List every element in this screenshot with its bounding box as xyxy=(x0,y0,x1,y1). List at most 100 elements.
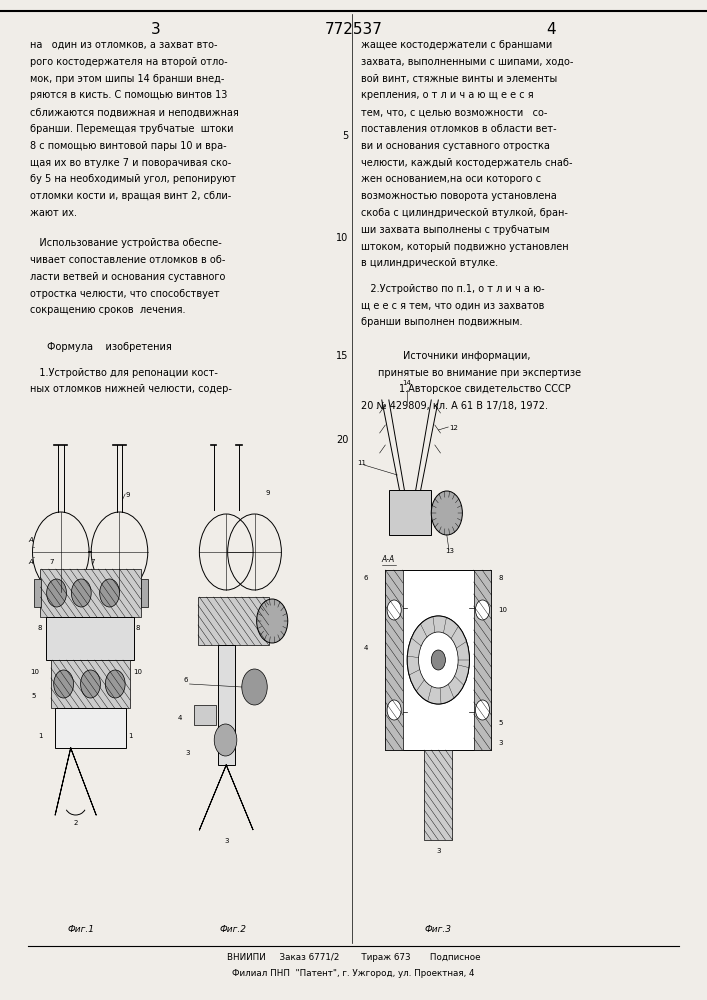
Text: 2.Устройство по п.1, о т л и ч а ю-: 2.Устройство по п.1, о т л и ч а ю- xyxy=(361,284,544,294)
Text: 1.Устройство для репонации кост-: 1.Устройство для репонации кост- xyxy=(30,368,218,378)
Text: 13: 13 xyxy=(445,548,455,554)
Text: штоком, который подвижно установлен: штоком, который подвижно установлен xyxy=(361,242,568,252)
Text: жен основанием,на оси которого с: жен основанием,на оси которого с xyxy=(361,174,541,184)
Text: Формула    изобретения: Формула изобретения xyxy=(47,342,172,352)
Text: 5: 5 xyxy=(31,693,35,699)
Text: ряются в кисть. С помощью винтов 13: ряются в кисть. С помощью винтов 13 xyxy=(30,90,227,100)
Text: 9: 9 xyxy=(126,492,130,498)
Bar xyxy=(40,569,141,617)
Bar xyxy=(46,617,134,660)
Text: 10: 10 xyxy=(133,669,142,675)
Text: 4: 4 xyxy=(178,715,182,721)
Bar xyxy=(51,660,130,708)
Text: ВНИИПИ     Заказ 6771/2        Тираж 673       Подписное: ВНИИПИ Заказ 6771/2 Тираж 673 Подписное xyxy=(227,953,480,962)
Text: ви и основания суставного отростка: ви и основания суставного отростка xyxy=(361,141,549,151)
Text: Фиг.2: Фиг.2 xyxy=(220,925,247,934)
Circle shape xyxy=(105,670,125,698)
Bar xyxy=(194,705,216,725)
Text: поставления отломков в области вет-: поставления отломков в области вет- xyxy=(361,124,556,134)
Text: сокращению сроков  лечения.: сокращению сроков лечения. xyxy=(30,305,185,315)
Text: сближаются подвижная и неподвижная: сближаются подвижная и неподвижная xyxy=(30,107,238,117)
Text: A-A: A-A xyxy=(382,555,395,564)
Bar xyxy=(389,490,431,535)
Text: рого костодержателя на второй отло-: рого костодержателя на второй отло- xyxy=(30,57,228,67)
Text: 3: 3 xyxy=(498,740,503,746)
Text: 14: 14 xyxy=(402,380,411,386)
Bar xyxy=(385,570,403,750)
Text: принятые во внимание при экспертизе: принятые во внимание при экспертизе xyxy=(378,368,581,378)
Text: крепления, о т л и ч а ю щ е е с я: крепления, о т л и ч а ю щ е е с я xyxy=(361,90,533,100)
Text: бранши. Перемещая трубчатые  штоки: бранши. Перемещая трубчатые штоки xyxy=(30,124,233,134)
Text: 10: 10 xyxy=(30,669,39,675)
Bar xyxy=(55,708,126,748)
Text: Фиг.3: Фиг.3 xyxy=(425,925,452,934)
Circle shape xyxy=(475,700,489,720)
Text: щ е е с я тем, что один из захватов: щ е е с я тем, что один из захватов xyxy=(361,300,544,310)
Text: отломки кости и, вращая винт 2, сбли-: отломки кости и, вращая винт 2, сбли- xyxy=(30,191,231,201)
Text: 10: 10 xyxy=(498,607,508,613)
Text: бу 5 на необходимый угол, репонируют: бу 5 на необходимый угол, репонируют xyxy=(30,174,235,184)
Bar xyxy=(198,597,269,645)
Circle shape xyxy=(242,669,267,705)
Circle shape xyxy=(100,579,119,607)
Text: возможностью поворота установлена: возможностью поворота установлена xyxy=(361,191,556,201)
Text: 1: 1 xyxy=(38,733,42,739)
Text: 4: 4 xyxy=(363,645,368,651)
Text: 9: 9 xyxy=(265,490,269,496)
Circle shape xyxy=(407,616,469,704)
Text: захвата, выполненными с шипами, ходо-: захвата, выполненными с шипами, ходо- xyxy=(361,57,573,67)
Text: бранши выполнен подвижным.: бранши выполнен подвижным. xyxy=(361,317,522,327)
Text: тем, что, с целью возможности   со-: тем, что, с целью возможности со- xyxy=(361,107,547,117)
Text: щая их во втулке 7 и поворачивая ско-: щая их во втулке 7 и поворачивая ско- xyxy=(30,158,231,168)
Text: 8: 8 xyxy=(498,575,503,581)
Circle shape xyxy=(54,670,74,698)
Text: A: A xyxy=(28,559,33,565)
Text: 15: 15 xyxy=(336,351,349,361)
Text: Фиг.1: Фиг.1 xyxy=(68,925,95,934)
Bar xyxy=(474,570,491,750)
Circle shape xyxy=(257,599,288,643)
Text: 5: 5 xyxy=(342,131,349,141)
Bar xyxy=(34,579,41,607)
Circle shape xyxy=(419,632,458,688)
Text: 5: 5 xyxy=(498,720,503,726)
Text: 12: 12 xyxy=(449,425,458,431)
Text: на   один из отломков, а захват вто-: на один из отломков, а захват вто- xyxy=(30,40,217,50)
Bar xyxy=(141,579,148,607)
Circle shape xyxy=(71,579,91,607)
Text: 8 с помощью винтовой пары 10 и вра-: 8 с помощью винтовой пары 10 и вра- xyxy=(30,141,226,151)
Text: 3: 3 xyxy=(224,838,228,844)
Text: вой винт, стяжные винты и элементы: вой винт, стяжные винты и элементы xyxy=(361,74,557,84)
Circle shape xyxy=(407,616,469,704)
Circle shape xyxy=(387,600,401,620)
Text: ных отломков нижней челюсти, содер-: ных отломков нижней челюсти, содер- xyxy=(30,384,232,394)
Circle shape xyxy=(387,700,401,720)
Text: 3: 3 xyxy=(436,848,440,854)
Text: 2: 2 xyxy=(74,820,78,826)
Text: Источники информации,: Источники информации, xyxy=(403,351,530,361)
Text: Использование устройства обеспе-: Использование устройства обеспе- xyxy=(30,238,221,248)
Text: челюсти, каждый костодержатель снаб-: челюсти, каждый костодержатель снаб- xyxy=(361,158,572,168)
Text: 20: 20 xyxy=(336,435,349,445)
Text: ши захвата выполнены с трубчатым: ши захвата выполнены с трубчатым xyxy=(361,225,549,235)
Circle shape xyxy=(47,579,66,607)
Text: 11: 11 xyxy=(357,460,366,466)
Circle shape xyxy=(475,600,489,620)
Text: 7: 7 xyxy=(49,559,54,565)
Circle shape xyxy=(81,670,100,698)
Text: 6: 6 xyxy=(363,575,368,581)
Text: жают их.: жают их. xyxy=(30,208,76,218)
Bar xyxy=(385,570,491,750)
Circle shape xyxy=(431,650,445,670)
Text: 6: 6 xyxy=(184,677,188,683)
Bar xyxy=(218,645,235,765)
Text: 20 № 429809, кл. А 61 В 17/18, 1972.: 20 № 429809, кл. А 61 В 17/18, 1972. xyxy=(361,401,547,411)
Text: в цилиндрической втулке.: в цилиндрической втулке. xyxy=(361,258,498,268)
Text: 772537: 772537 xyxy=(325,22,382,37)
Text: мок, при этом шипы 14 бранши внед-: мок, при этом шипы 14 бранши внед- xyxy=(30,74,224,84)
Text: ласти ветвей и основания суставного: ласти ветвей и основания суставного xyxy=(30,272,225,282)
Text: 10: 10 xyxy=(337,233,349,243)
Text: 8: 8 xyxy=(38,625,42,631)
Circle shape xyxy=(431,491,462,535)
Text: чивает сопоставление отломков в об-: чивает сопоставление отломков в об- xyxy=(30,255,225,265)
